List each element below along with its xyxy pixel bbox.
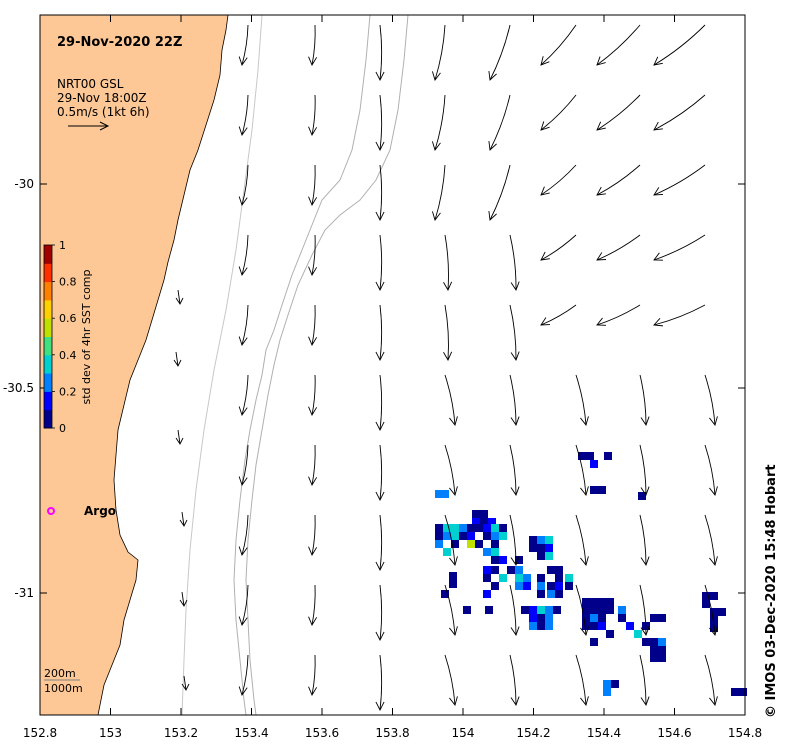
- current-time-label: 29-Nov 18:00Z: [57, 91, 147, 105]
- isobath-legend-deep: 1000m: [44, 682, 83, 695]
- x-tick-label: 153: [99, 726, 122, 740]
- colorbar-tick-label: 1: [59, 239, 66, 252]
- colorbar-tick-label: 0.6: [59, 312, 77, 325]
- isobath-legend-shallow: 200m: [44, 667, 76, 680]
- x-tick-label: 153.4: [234, 726, 268, 740]
- x-tick-label: 152.8: [23, 726, 57, 740]
- y-tick-label: -30: [14, 177, 34, 191]
- argo-float-icon: [47, 507, 55, 515]
- current-product-label: NRT00 GSL: [57, 77, 124, 91]
- y-axis: -30 -30.5 -31: [3, 177, 745, 600]
- x-axis: 152.8 153 153.2 153.4 153.6 153.8 154 154.2 154.…: [23, 15, 762, 740]
- x-tick-label: 153.8: [375, 726, 409, 740]
- x-tick-label: 153.6: [305, 726, 339, 740]
- x-tick-label: 154.8: [728, 726, 762, 740]
- land-mass: [39, 14, 229, 716]
- x-tick-label: 154.2: [516, 726, 550, 740]
- argo-label: Argo: [84, 504, 116, 518]
- scale-arrow-icon: [68, 121, 110, 131]
- colorbar-tick-label: 0: [59, 422, 66, 435]
- map-title: 29-Nov-2020 22Z: [57, 35, 182, 50]
- x-tick-label: 153.2: [164, 726, 198, 740]
- x-tick-label: 154: [452, 726, 475, 740]
- colorbar-tick-label: 0.8: [59, 276, 77, 289]
- x-tick-label: 154.4: [587, 726, 621, 740]
- isobath-200m: [233, 14, 371, 716]
- x-tick-label: 154.6: [657, 726, 691, 740]
- y-tick-label: -31: [14, 586, 34, 600]
- y-tick-label: -30.5: [3, 381, 34, 395]
- current-scale-label: 0.5m/s (1kt 6h): [57, 105, 150, 119]
- isobath-inner: [181, 14, 263, 716]
- colorbar-tick-label: 0.2: [59, 385, 77, 398]
- credit-text: © IMOS 03-Dec-2020 15:48 Hobart: [764, 464, 779, 718]
- colorbar-tick-label: 0.4: [59, 349, 77, 362]
- colorbar-label: std dev of 4hr SST comp: [80, 269, 93, 404]
- colorbar: 0 0.2 0.4 0.6 0.8 1: [43, 239, 77, 435]
- current-vector-field: [173, 24, 718, 711]
